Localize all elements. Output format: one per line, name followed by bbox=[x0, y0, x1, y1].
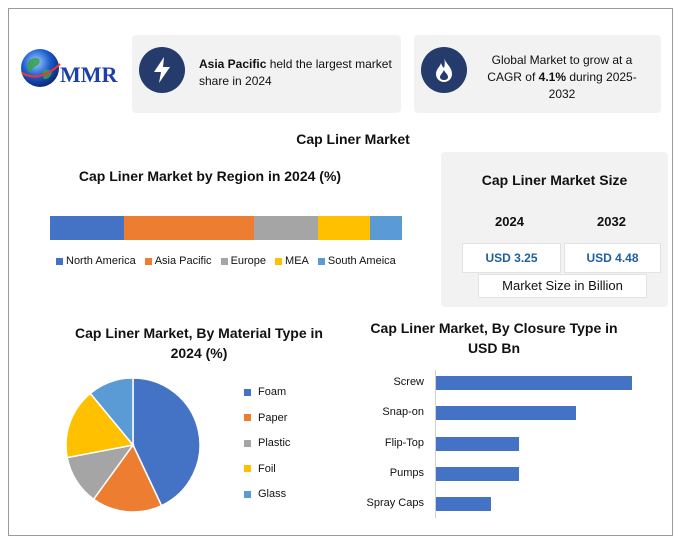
closure-category-label: Pumps bbox=[389, 466, 424, 479]
legend-label: Foam bbox=[258, 386, 287, 398]
region-segment-europe bbox=[254, 216, 318, 240]
material-legend-item: Foam bbox=[244, 386, 286, 398]
kpi-cagr-text: Global Market to grow at a CAGR of 4.1% … bbox=[477, 52, 647, 103]
logo-text: MMR bbox=[60, 62, 118, 87]
region-segment-north-america bbox=[50, 216, 124, 240]
legend-label: South Ameica bbox=[327, 255, 396, 267]
region-legend: North America Asia Pacific Europe MEA South … bbox=[56, 255, 396, 267]
legend-label: Paper bbox=[258, 411, 288, 424]
legend-label: Foil bbox=[258, 462, 276, 475]
legend-swatch bbox=[244, 414, 251, 421]
material-pie-chart bbox=[65, 377, 201, 513]
closure-axis-line bbox=[435, 370, 436, 518]
region-legend-item: Europe bbox=[220, 255, 267, 267]
legend-swatch bbox=[244, 439, 251, 447]
kpi-cagr-pre: Global Market to grow at a CAGR of bbox=[487, 53, 633, 84]
pie-slice-foil bbox=[65, 392, 135, 459]
legend-swatch bbox=[144, 257, 152, 265]
market-size-footer: Market Size in Billion bbox=[478, 274, 647, 298]
closure-bar-screw bbox=[436, 376, 632, 390]
pie-slice-glass bbox=[89, 377, 134, 448]
market-size-title: Cap Liner Market Size bbox=[481, 172, 628, 188]
region-stacked-bar bbox=[50, 216, 402, 240]
closure-category-label: Screw bbox=[393, 376, 424, 388]
kpi-region-text: Asia Pacific held the largest market sha… bbox=[199, 56, 397, 90]
main-title: Cap Liner Market bbox=[296, 131, 410, 147]
closure-category-label: Flip-Top bbox=[384, 436, 424, 449]
market-size-value-2024: USD 3.25 bbox=[462, 243, 561, 273]
kpi-region-rest: held the largest market share in 2024 bbox=[199, 57, 392, 88]
legend-label: Europe bbox=[230, 255, 267, 267]
legend-label: Plastic bbox=[258, 437, 291, 449]
closure-category-label: Snap-on bbox=[382, 406, 424, 419]
closure-chart-title: Cap Liner Market, By Closure Type in USD… bbox=[370, 320, 618, 356]
closure-bar-flip-top bbox=[436, 436, 519, 451]
kpi-cagr-bold: 4.1% bbox=[538, 70, 566, 84]
kpi-cagr-post: during 2025-2032 bbox=[548, 70, 637, 101]
market-size-year-2024: 2024 bbox=[495, 214, 524, 229]
lightning-badge bbox=[139, 47, 185, 93]
legend-swatch bbox=[220, 257, 228, 265]
region-segment-asia-pacific bbox=[123, 216, 255, 240]
legend-label: Glass bbox=[258, 488, 287, 500]
legend-swatch bbox=[56, 257, 63, 265]
flame-badge bbox=[421, 47, 467, 93]
legend-swatch bbox=[244, 465, 251, 472]
region-legend-item: MEA bbox=[275, 255, 309, 267]
closure-category-label: Spray Caps bbox=[366, 497, 424, 510]
material-legend-item: Glass bbox=[244, 488, 286, 500]
infographic-frame bbox=[8, 8, 673, 536]
pie-slice-foam bbox=[132, 377, 201, 507]
region-legend-item: South Ameica bbox=[317, 255, 396, 267]
region-segment-south-ameica bbox=[370, 216, 402, 240]
material-chart-title: Cap Liner Market, By Material Type in 20… bbox=[75, 325, 323, 361]
legend-swatch bbox=[275, 257, 283, 265]
material-legend-item: Plastic bbox=[244, 437, 290, 449]
material-legend-item: Paper bbox=[244, 412, 287, 424]
market-size-year-2032: 2032 bbox=[597, 214, 626, 229]
legend-swatch bbox=[244, 388, 251, 396]
closure-bar-spray-caps bbox=[436, 497, 491, 512]
legend-swatch bbox=[317, 257, 325, 265]
market-size-value-2032: USD 4.48 bbox=[564, 243, 661, 273]
legend-swatch bbox=[244, 490, 251, 498]
region-legend-item: North America bbox=[56, 255, 136, 267]
region-legend-item: Asia Pacific bbox=[144, 255, 212, 267]
legend-label: Asia Pacific bbox=[154, 255, 212, 267]
region-chart-title: Cap Liner Market by Region in 2024 (%) bbox=[78, 168, 342, 184]
pie-slice-paper bbox=[92, 443, 163, 513]
closure-bar-pumps bbox=[436, 466, 519, 481]
region-segment-mea bbox=[317, 216, 371, 240]
lightning-icon bbox=[154, 57, 170, 83]
logo: MMR bbox=[18, 44, 126, 96]
legend-label: MEA bbox=[285, 255, 309, 267]
material-legend-item: Foil bbox=[244, 463, 276, 475]
flame-icon bbox=[436, 58, 452, 82]
kpi-region-bold: Asia Pacific bbox=[199, 57, 267, 71]
globe-icon bbox=[21, 49, 61, 87]
closure-bar-snap-on bbox=[436, 406, 576, 421]
legend-label: North America bbox=[66, 255, 136, 267]
